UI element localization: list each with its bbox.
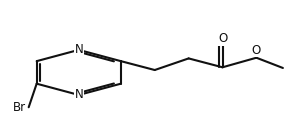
Text: N: N [74, 43, 83, 56]
Text: N: N [74, 88, 83, 101]
Text: Br: Br [13, 101, 26, 114]
Text: O: O [252, 44, 261, 57]
Text: O: O [218, 32, 227, 45]
